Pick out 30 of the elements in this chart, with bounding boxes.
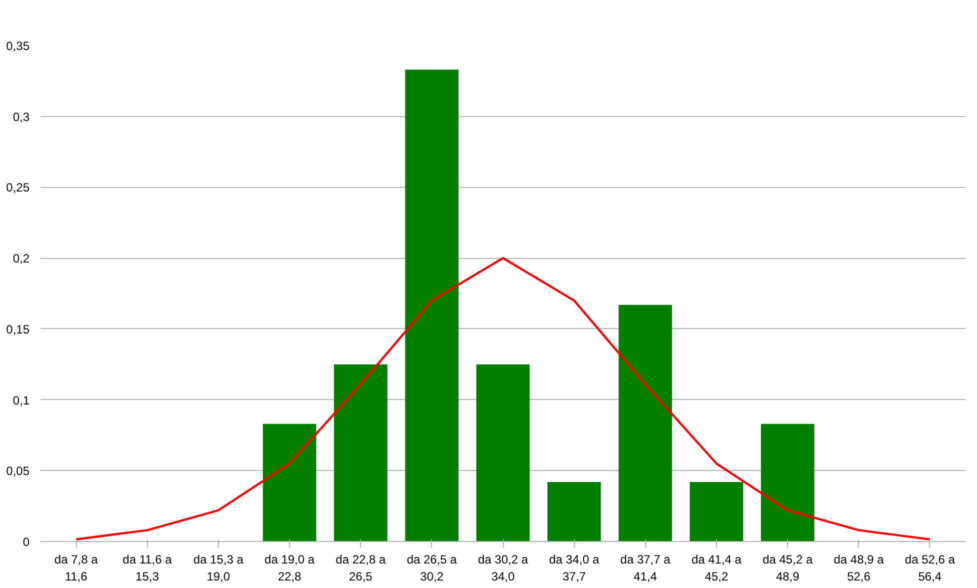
x-tick-label: da 34,0 a 37,7 xyxy=(549,552,600,584)
y-tick-label: 0,15 xyxy=(6,322,30,336)
line-series xyxy=(74,256,932,540)
x-tick-label: da 19,0 a 22,8 xyxy=(264,552,315,584)
bar xyxy=(618,304,672,542)
x-tick-label: da 30,2 a 34,0 xyxy=(478,552,528,584)
x-tick-label: da 48,9 a 52,6 xyxy=(834,552,884,584)
x-tick-label: da 11,6 a 15,3 xyxy=(122,552,172,584)
y-tick-label: 0,3 xyxy=(12,110,30,124)
bar xyxy=(690,482,744,542)
y-tick-label: 0,05 xyxy=(6,464,30,478)
bar xyxy=(405,70,459,542)
y-tick-label: 0,1 xyxy=(12,393,30,408)
x-tick-label: da 37,7 a 41,4 xyxy=(620,552,671,584)
y-tick-label: 0,2 xyxy=(12,252,30,266)
x-tick-label: da 22,8 a 26,5 xyxy=(336,552,386,584)
x-tick-label: da 26,5 a 30,2 xyxy=(406,552,458,584)
bar xyxy=(334,364,388,542)
bar xyxy=(760,424,814,542)
x-tick-label: da 41,4 a 45,2 xyxy=(691,552,742,584)
x-tick-label: da 52,6 a 56,4 xyxy=(904,552,956,584)
x-tick-label: da 15,3 a 19,0 xyxy=(193,552,244,584)
y-tick-label: 0 xyxy=(22,535,30,549)
x-tick-label: da 45,2 a 48,9 xyxy=(762,552,813,584)
bar xyxy=(262,424,316,542)
y-tick-label: 0,35 xyxy=(6,39,30,53)
x-tick-label: da 7,8 a 11,6 xyxy=(54,552,98,584)
bar xyxy=(476,364,530,542)
bar xyxy=(547,482,601,542)
y-tick-label: 0,25 xyxy=(6,180,30,195)
